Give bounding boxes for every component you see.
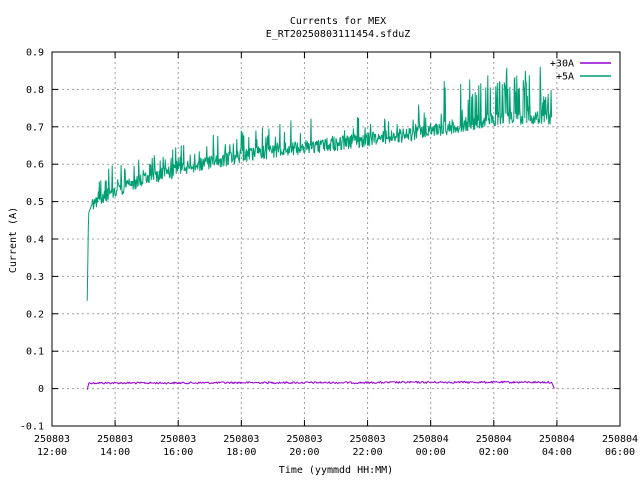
x-tick-date: 250804 xyxy=(602,434,638,445)
ticks: -0.1 0 0.1 0.2 0.3 0.4 0.5 0.6 0.7 0.8 0.9 250803 12… xyxy=(20,48,638,459)
chart-subtitle: E_RT20250803111454.sfduZ xyxy=(266,29,411,40)
x-tick-time: 04:00 xyxy=(542,447,572,458)
y-tick-label: 0.9 xyxy=(26,48,44,59)
y-tick-label: 0.7 xyxy=(26,122,44,133)
x-tick-time: 20:00 xyxy=(289,447,319,458)
y-tick-label: 0.8 xyxy=(26,85,44,96)
x-tick-time: 02:00 xyxy=(479,447,509,458)
x-tick-date: 250804 xyxy=(413,434,449,445)
grid xyxy=(52,52,620,426)
legend-label: +30A xyxy=(550,59,574,70)
legend-label: +5A xyxy=(556,72,574,83)
y-tick-label: 0.3 xyxy=(26,272,44,283)
x-tick-date: 250804 xyxy=(476,434,512,445)
x-tick-time: 14:00 xyxy=(100,447,130,458)
x-tick-time: 16:00 xyxy=(163,447,193,458)
y-tick-label: 0 xyxy=(38,384,44,395)
chart-title: Currents for MEX xyxy=(290,16,386,27)
legend: +30A +5A xyxy=(550,59,611,83)
x-axis-label: Time (yymmdd HH:MM) xyxy=(279,465,393,476)
y-tick-label: 0.1 xyxy=(26,347,44,358)
x-tick-date: 250803 xyxy=(34,434,70,445)
series-line-plus5a xyxy=(86,66,553,301)
x-tick-time: 00:00 xyxy=(416,447,446,458)
x-tick-time: 22:00 xyxy=(353,447,383,458)
series-layer xyxy=(86,66,555,390)
y-tick-label: 0.5 xyxy=(26,197,44,208)
x-tick-date: 250804 xyxy=(539,434,575,445)
x-tick-date: 250803 xyxy=(286,434,322,445)
y-tick-label: 0.6 xyxy=(26,160,44,171)
y-tick-label: 0.4 xyxy=(26,235,44,246)
x-tick-time: 12:00 xyxy=(37,447,67,458)
y-tick-label: -0.1 xyxy=(20,422,44,433)
y-tick-label: 0.2 xyxy=(26,309,44,320)
x-tick-date: 250803 xyxy=(349,434,385,445)
x-tick-date: 250803 xyxy=(160,434,196,445)
x-tick-date: 250803 xyxy=(97,434,133,445)
x-tick-date: 250803 xyxy=(223,434,259,445)
x-tick-time: 06:00 xyxy=(605,447,635,458)
y-axis-label: Current (A) xyxy=(8,207,19,273)
x-tick-time: 18:00 xyxy=(226,447,256,458)
series-line-plus30a xyxy=(86,380,555,390)
